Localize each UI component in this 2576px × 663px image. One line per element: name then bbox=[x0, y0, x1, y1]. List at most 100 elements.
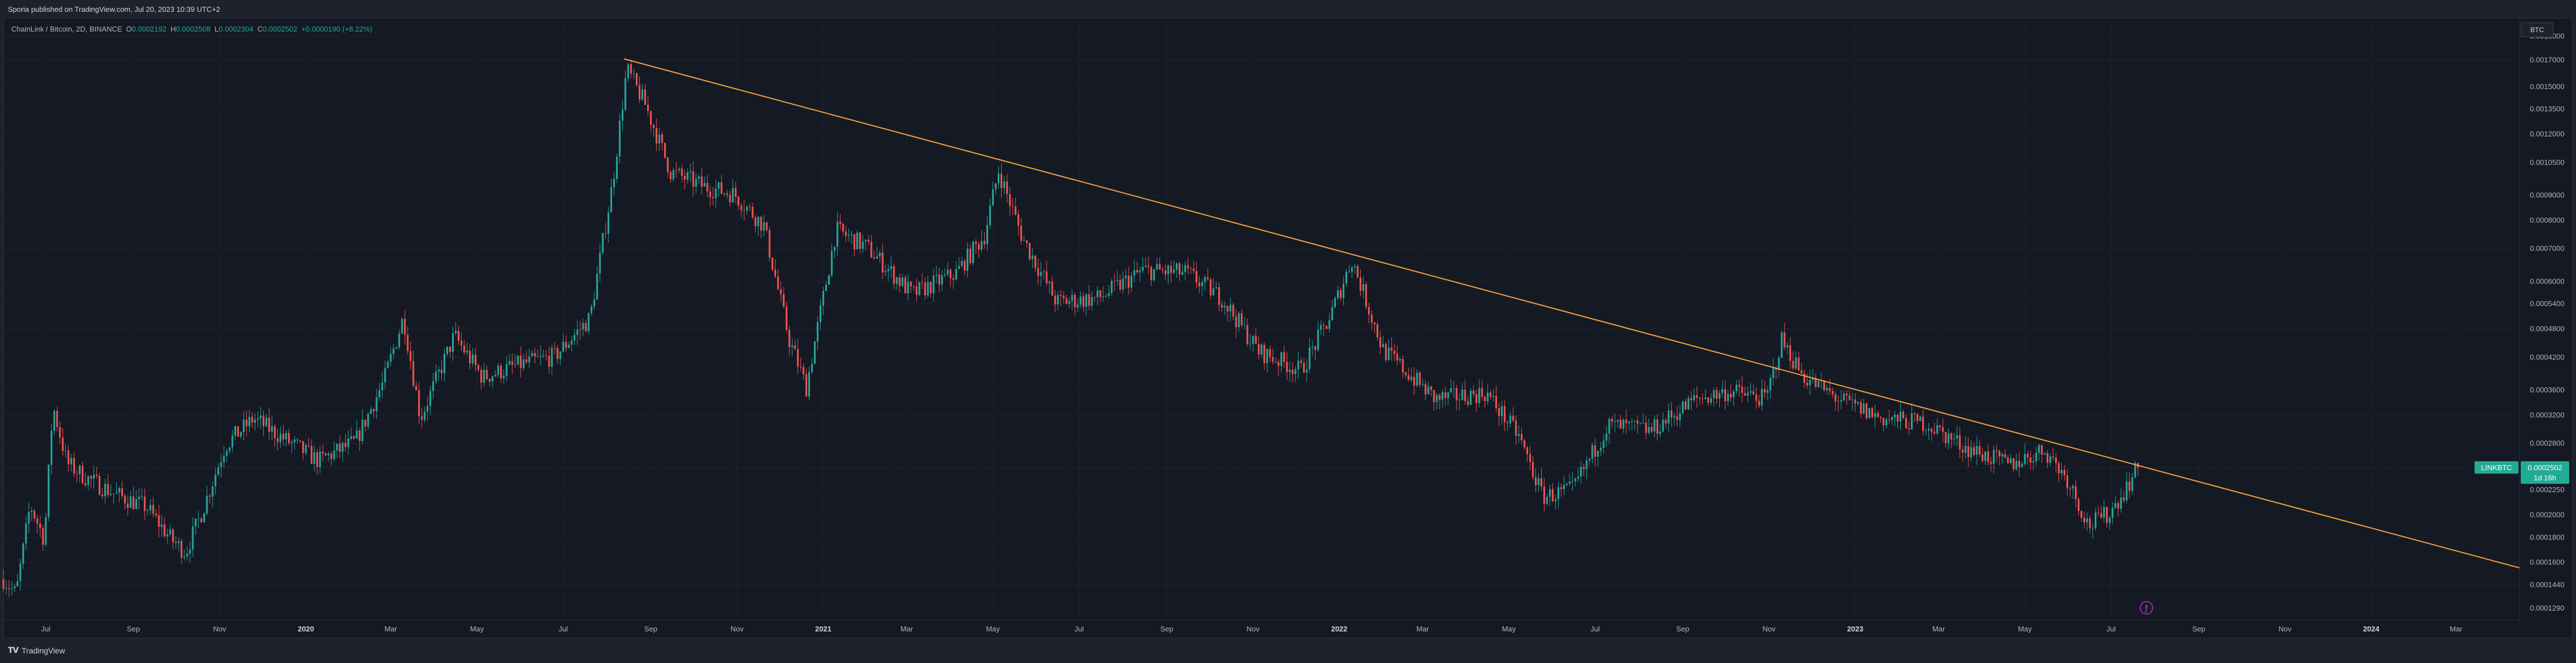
candle-body[interactable] bbox=[746, 206, 748, 211]
candle-body[interactable] bbox=[1520, 434, 1523, 441]
candle-body[interactable] bbox=[1572, 481, 1574, 482]
candle-body[interactable] bbox=[135, 499, 138, 509]
candle-body[interactable] bbox=[1000, 173, 1003, 188]
candle-body[interactable] bbox=[1441, 392, 1444, 400]
candle-body[interactable] bbox=[1948, 434, 1950, 444]
candle-body[interactable] bbox=[1342, 284, 1345, 298]
candle-body[interactable] bbox=[525, 359, 528, 363]
candle-body[interactable] bbox=[381, 382, 383, 391]
candle-body[interactable] bbox=[282, 434, 285, 440]
candle-body[interactable] bbox=[1950, 434, 1953, 440]
candle-body[interactable] bbox=[1557, 487, 1560, 500]
candle-body[interactable] bbox=[1470, 391, 1472, 405]
candle-body[interactable] bbox=[1193, 268, 1195, 271]
candle-body[interactable] bbox=[2112, 507, 2114, 518]
candle-body[interactable] bbox=[641, 89, 644, 100]
candle-body[interactable] bbox=[1161, 269, 1164, 271]
candle-body[interactable] bbox=[836, 222, 839, 247]
candle-body[interactable] bbox=[1314, 346, 1316, 350]
candle-body[interactable] bbox=[1263, 344, 1265, 364]
candle-body[interactable] bbox=[22, 543, 24, 564]
candle-body[interactable] bbox=[896, 277, 898, 284]
candle-body[interactable] bbox=[1144, 266, 1147, 267]
candle-body[interactable] bbox=[1563, 485, 1565, 489]
candle-body[interactable] bbox=[816, 322, 819, 342]
candle-body[interactable] bbox=[288, 433, 290, 444]
candle-body[interactable] bbox=[311, 446, 313, 464]
candle-body[interactable] bbox=[1277, 361, 1280, 366]
candle-body[interactable] bbox=[1190, 268, 1192, 269]
candle-body[interactable] bbox=[1294, 369, 1296, 374]
candle-body[interactable] bbox=[1543, 486, 1546, 504]
candle-body[interactable] bbox=[237, 426, 239, 437]
candle-body[interactable] bbox=[972, 241, 974, 263]
candle-body[interactable] bbox=[1167, 266, 1170, 275]
candle-body[interactable] bbox=[183, 556, 185, 558]
candle-body[interactable] bbox=[245, 419, 247, 427]
trendline-layer[interactable] bbox=[623, 58, 2520, 569]
candle-body[interactable] bbox=[921, 282, 923, 283]
candle-body[interactable] bbox=[765, 222, 768, 231]
candle-body[interactable] bbox=[1003, 181, 1006, 188]
candle-body[interactable] bbox=[333, 450, 335, 459]
candle-body[interactable] bbox=[811, 364, 813, 372]
candle-body[interactable] bbox=[780, 289, 782, 294]
candle-body[interactable] bbox=[2018, 461, 2020, 467]
candle-body[interactable] bbox=[825, 284, 827, 291]
candle-body[interactable] bbox=[955, 269, 957, 280]
candle-body[interactable] bbox=[367, 413, 369, 427]
candle-body[interactable] bbox=[977, 244, 980, 250]
price-axis[interactable]: 0.00190000.00170000.00150000.00135000.00… bbox=[2519, 18, 2564, 621]
candle-series[interactable] bbox=[2, 60, 2139, 597]
candle-body[interactable] bbox=[1068, 300, 1070, 304]
candle-body[interactable] bbox=[537, 356, 539, 357]
candle-body[interactable] bbox=[1082, 296, 1085, 307]
candle-body[interactable] bbox=[523, 359, 525, 368]
candle-body[interactable] bbox=[477, 365, 480, 370]
candle-body[interactable] bbox=[1379, 337, 1382, 347]
candle-body[interactable] bbox=[203, 513, 205, 523]
candle-body[interactable] bbox=[460, 341, 463, 346]
candle-body[interactable] bbox=[946, 269, 949, 275]
candle-body[interactable] bbox=[1532, 462, 1534, 478]
candle-body[interactable] bbox=[1795, 357, 1797, 369]
candle-body[interactable] bbox=[497, 365, 499, 375]
candle-body[interactable] bbox=[189, 549, 191, 554]
candle-body[interactable] bbox=[248, 417, 250, 427]
candle-body[interactable] bbox=[1198, 282, 1201, 286]
candle-body[interactable] bbox=[1769, 378, 1772, 391]
candle-body[interactable] bbox=[1874, 413, 1876, 417]
candle-body[interactable] bbox=[1196, 271, 1198, 283]
candle-body[interactable] bbox=[1885, 419, 1888, 426]
candle-body[interactable] bbox=[443, 353, 446, 373]
candle-body[interactable] bbox=[1439, 395, 1441, 400]
candle-body[interactable] bbox=[653, 125, 655, 129]
candle-body[interactable] bbox=[650, 111, 652, 125]
candle-body[interactable] bbox=[1133, 269, 1135, 276]
candle-body[interactable] bbox=[1241, 313, 1243, 326]
candle-body[interactable] bbox=[1707, 397, 1710, 403]
candle-body[interactable] bbox=[616, 156, 618, 179]
candle-body[interactable] bbox=[684, 175, 686, 180]
candle-body[interactable] bbox=[1857, 402, 1859, 404]
candle-body[interactable] bbox=[992, 189, 994, 206]
candle-body[interactable] bbox=[675, 170, 678, 171]
candle-body[interactable] bbox=[506, 364, 508, 376]
candle-body[interactable] bbox=[1509, 416, 1511, 423]
candle-body[interactable] bbox=[446, 346, 449, 354]
candle-body[interactable] bbox=[1201, 282, 1203, 286]
candle-body[interactable] bbox=[1096, 290, 1099, 298]
candle-body[interactable] bbox=[406, 335, 409, 351]
candle-body[interactable] bbox=[437, 369, 440, 372]
candle-body[interactable] bbox=[1798, 357, 1800, 370]
candle-body[interactable] bbox=[200, 518, 202, 523]
candle-body[interactable] bbox=[2077, 499, 2080, 511]
candle-body[interactable] bbox=[822, 290, 825, 306]
candle-body[interactable] bbox=[1085, 294, 1087, 307]
candle-body[interactable] bbox=[1600, 448, 1602, 451]
candle-body[interactable] bbox=[1611, 418, 1613, 422]
candle-body[interactable] bbox=[1305, 369, 1308, 373]
candle-body[interactable] bbox=[1074, 294, 1076, 308]
candle-body[interactable] bbox=[42, 528, 44, 545]
candle-body[interactable] bbox=[124, 496, 126, 504]
